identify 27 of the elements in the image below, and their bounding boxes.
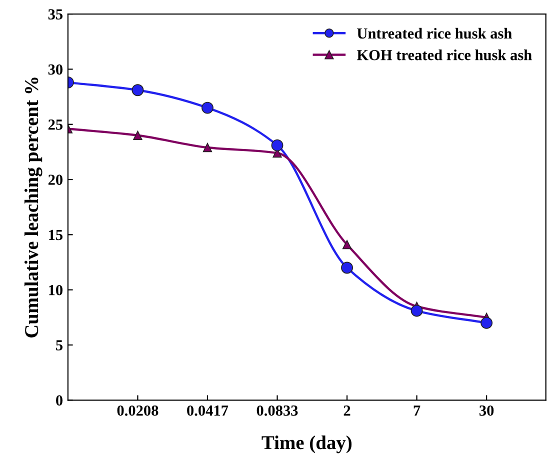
legend-label: KOH treated rice husk ash bbox=[356, 49, 532, 60]
y-tick-label: 35 bbox=[48, 9, 63, 20]
point bbox=[271, 139, 284, 152]
x-tick-label: 7 bbox=[414, 406, 420, 416]
point bbox=[132, 84, 144, 96]
x-tick-label: 0.0833 bbox=[256, 405, 298, 416]
point bbox=[342, 240, 352, 250]
x-tick-label: 2 bbox=[344, 405, 350, 416]
y-tick-label: 10 bbox=[49, 284, 63, 296]
y-tick-label: 0 bbox=[56, 395, 63, 406]
y-axis-title: Cumulative leaching percent % bbox=[24, 78, 42, 338]
y-tick-label: 30 bbox=[48, 64, 63, 75]
y-tick-label: 20 bbox=[48, 174, 63, 185]
y-tick-label: 5 bbox=[56, 340, 63, 350]
x-tick-label: 0.0417 bbox=[187, 405, 228, 416]
x-tick-label: 0.0208 bbox=[117, 405, 158, 416]
point bbox=[133, 130, 142, 140]
legend-label: Untreated rice husk ash bbox=[357, 28, 512, 39]
x-tick-label: 30 bbox=[479, 405, 494, 416]
x-axis-title: Time (day) bbox=[262, 436, 352, 454]
point bbox=[341, 262, 353, 274]
point bbox=[410, 304, 423, 317]
y-tick-label: 25 bbox=[48, 120, 63, 130]
y-tick-label: 15 bbox=[49, 230, 63, 240]
point bbox=[480, 316, 493, 329]
point bbox=[202, 102, 214, 114]
point bbox=[202, 142, 212, 152]
